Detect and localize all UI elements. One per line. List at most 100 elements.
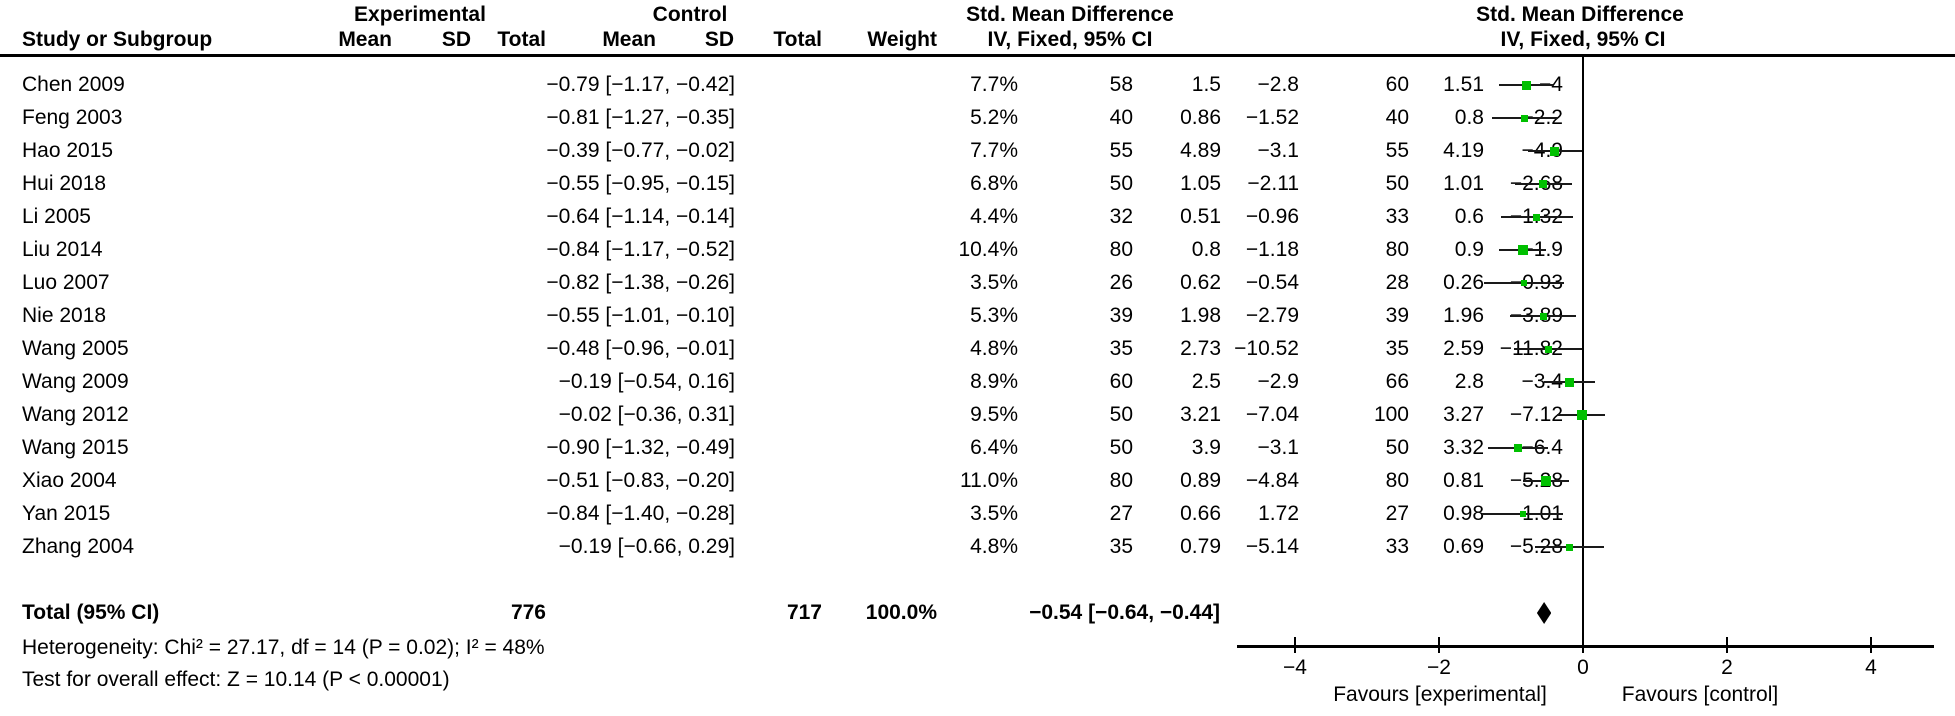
zero-line — [1582, 57, 1584, 648]
total-ctl-n: 717 — [786, 601, 822, 624]
effect-square — [1519, 511, 1526, 517]
weight-cell: 4.8% — [970, 535, 1018, 558]
ctl-mean-cell: −2.9 — [1257, 370, 1299, 393]
effect-square — [1564, 377, 1574, 387]
ci-text-cell: −0.39 [−0.77, −0.02] — [546, 139, 735, 162]
ctl-sd-cell: 1.98 — [1180, 304, 1221, 327]
effect-method-header: IV, Fixed, 95% CI — [987, 28, 1153, 51]
ctl-mean-cell: 1.72 — [1258, 502, 1299, 525]
exp-total-cell: 35 — [1385, 337, 1409, 360]
ctl-total-cell: 50 — [1109, 172, 1133, 195]
ctl-sd-cell: 0.8 — [1191, 238, 1221, 261]
weight-cell: 9.5% — [970, 403, 1018, 426]
ctl-total-cell: 32 — [1109, 205, 1133, 228]
ctl-total-cell: 55 — [1109, 139, 1133, 162]
study-name-cell: Li 2005 — [22, 205, 91, 228]
study-name-cell: Feng 2003 — [22, 106, 123, 129]
exp-total-cell: 28 — [1385, 271, 1409, 294]
effect-square — [1565, 543, 1573, 551]
ctl-mean-cell: −1.18 — [1245, 238, 1299, 261]
effect-square — [1576, 410, 1587, 420]
ctl-mean-cell: −0.54 — [1245, 271, 1299, 294]
total-exp-n: 776 — [510, 601, 546, 624]
exp-mean-header: Mean — [338, 28, 392, 51]
ctl-sd-cell: 0.62 — [1180, 271, 1221, 294]
effect-square — [1539, 180, 1548, 188]
ctl-sd-cell: 3.21 — [1180, 403, 1221, 426]
exp-sd-cell: 0.6 — [1454, 205, 1484, 228]
favours-experimental-label: Favours [experimental] — [1333, 683, 1547, 706]
exp-total-cell: 55 — [1385, 139, 1409, 162]
effect-square — [1541, 476, 1552, 486]
exp-sd-cell: 1.51 — [1443, 73, 1484, 96]
ctl-sd-cell: 0.89 — [1180, 469, 1221, 492]
experimental-group-header: Experimental — [354, 3, 486, 26]
ctl-sd-cell: 4.89 — [1180, 139, 1221, 162]
study-name-cell: Wang 2005 — [22, 337, 129, 360]
ctl-total-cell: 35 — [1109, 337, 1133, 360]
ci-text-cell: −0.55 [−1.01, −0.10] — [546, 304, 735, 327]
effect-square — [1544, 345, 1552, 353]
ctl-total-cell: 60 — [1109, 370, 1133, 393]
exp-sd-cell: 0.69 — [1443, 535, 1484, 558]
ci-text-cell: −0.48 [−0.96, −0.01] — [546, 337, 735, 360]
ctl-mean-cell: −10.52 — [1234, 337, 1299, 360]
exp-total-cell: 66 — [1385, 370, 1409, 393]
ci-text-cell: −0.02 [−0.36, 0.31] — [558, 403, 735, 426]
exp-sd-cell: 0.9 — [1454, 238, 1484, 261]
study-name-cell: Nie 2018 — [22, 304, 107, 327]
ctl-total-cell: 40 — [1109, 106, 1133, 129]
exp-sd-cell: 0.98 — [1443, 502, 1484, 525]
ci-text-cell: −0.55 [−0.95, −0.15] — [546, 172, 735, 195]
ctl-sd-cell: 0.66 — [1180, 502, 1221, 525]
exp-sd-cell: 3.27 — [1443, 403, 1484, 426]
study-name-cell: Xiao 2004 — [22, 469, 117, 492]
ctl-mean-cell: −0.96 — [1245, 205, 1299, 228]
study-name-cell: Wang 2012 — [22, 403, 129, 426]
exp-total-cell: 80 — [1385, 469, 1409, 492]
axis-tick — [1294, 637, 1296, 653]
study-column-header: Study or Subgroup — [22, 28, 213, 51]
total-weight: 100.0% — [865, 601, 937, 624]
ctl-mean-cell: −1.52 — [1245, 106, 1299, 129]
ctl-mean-header: Mean — [602, 28, 656, 51]
plot-method-header: IV, Fixed, 95% CI — [1500, 28, 1666, 51]
ci-text-cell: −0.19 [−0.54, 0.16] — [558, 370, 735, 393]
exp-sd-cell: 4.19 — [1443, 139, 1484, 162]
overall-effect-stat: Test for overall effect: Z = 10.14 (P < … — [22, 668, 450, 691]
weight-cell: 3.5% — [970, 271, 1018, 294]
exp-sd-header: SD — [441, 28, 471, 51]
ctl-total-cell: 39 — [1109, 304, 1133, 327]
ctl-mean-cell: −3.1 — [1257, 436, 1299, 459]
exp-total-cell: 33 — [1385, 205, 1409, 228]
exp-sd-cell: 2.8 — [1454, 370, 1484, 393]
exp-total-cell: 39 — [1385, 304, 1409, 327]
ci-text-cell: −0.19 [−0.66, 0.29] — [558, 535, 735, 558]
header-separator-line — [0, 54, 1955, 57]
weight-cell: 6.8% — [970, 172, 1018, 195]
exp-sd-cell: 2.59 — [1443, 337, 1484, 360]
ctl-mean-cell: −3.1 — [1257, 139, 1299, 162]
heterogeneity-stat: Heterogeneity: Chi² = 27.17, df = 14 (P … — [22, 636, 545, 659]
weight-cell: 11.0% — [960, 469, 1018, 492]
weight-column-header: Weight — [867, 28, 937, 51]
axis-tick — [1726, 637, 1728, 653]
weight-cell: 4.8% — [970, 337, 1018, 360]
ci-text-cell: −0.84 [−1.40, −0.28] — [546, 502, 735, 525]
weight-cell: 7.7% — [970, 139, 1018, 162]
weight-cell: 6.4% — [970, 436, 1018, 459]
ci-text-cell: −0.82 [−1.38, −0.26] — [546, 271, 735, 294]
ctl-sd-cell: 3.9 — [1191, 436, 1221, 459]
ctl-mean-cell: −2.79 — [1245, 304, 1299, 327]
ci-text-cell: −0.79 [−1.17, −0.42] — [546, 73, 735, 96]
exp-total-cell: 80 — [1385, 238, 1409, 261]
study-name-cell: Yan 2015 — [22, 502, 111, 525]
exp-total-cell: 40 — [1385, 106, 1409, 129]
study-name-cell: Liu 2014 — [22, 238, 103, 261]
effect-square — [1520, 280, 1527, 286]
exp-total-header: Total — [497, 28, 546, 51]
weight-cell: 10.4% — [958, 238, 1018, 261]
pooled-diamond — [1536, 602, 1552, 624]
total-ci-text: −0.54 [−0.64, −0.44] — [1029, 601, 1220, 624]
